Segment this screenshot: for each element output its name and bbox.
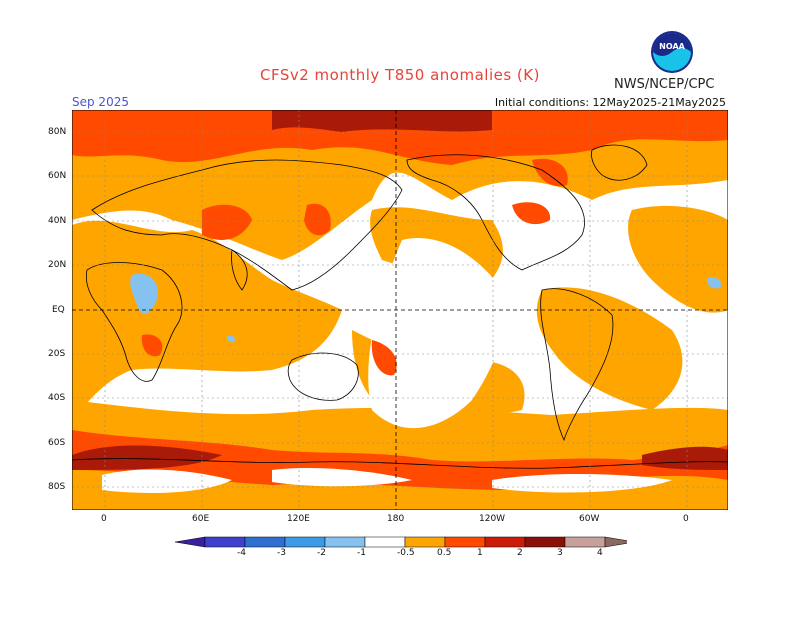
- lat-tick: 80S: [48, 482, 66, 492]
- lon-tick: 60W: [579, 514, 600, 524]
- colorbar-label: -2: [317, 548, 326, 558]
- lat-tick: EQ: [52, 305, 65, 315]
- colorbar-cell: [204, 536, 246, 548]
- colorbar-cell: [484, 536, 526, 548]
- colorbar-cell: [564, 536, 606, 548]
- colorbar-cell: [324, 536, 366, 548]
- chart-title: CFSv2 monthly T850 anomalies (K): [260, 66, 540, 84]
- colorbar-arrow-low: [175, 536, 206, 548]
- anomaly-fields: [72, 110, 728, 510]
- colorbar-cell: [444, 536, 486, 548]
- colorbar-cell: [524, 536, 566, 548]
- forecast-month: Sep 2025: [72, 95, 129, 109]
- anomaly-map: [72, 110, 728, 510]
- lon-tick: 0: [101, 514, 107, 524]
- lon-tick: 120E: [287, 514, 310, 524]
- colorbar-label: -1: [357, 548, 366, 558]
- lat-tick: 60N: [48, 171, 67, 181]
- logo-text: NOAA: [659, 42, 685, 51]
- lon-tick: 0: [683, 514, 689, 524]
- lat-tick: 40N: [48, 216, 67, 226]
- colorbar-cell: [404, 536, 446, 548]
- colorbar-cell: [244, 536, 286, 548]
- colorbar-label: -4: [237, 548, 246, 558]
- lat-tick: 60S: [48, 438, 66, 448]
- colorbar-label: 1: [477, 548, 483, 558]
- agency-label: NWS/NCEP/CPC: [614, 77, 715, 92]
- lon-tick: 180: [387, 514, 405, 524]
- colorbar-cell: [364, 536, 406, 548]
- colorbar-label: -0.5: [397, 548, 415, 558]
- lat-tick: 20N: [48, 260, 67, 270]
- colorbar: [175, 536, 627, 548]
- colorbar-label: 3: [557, 548, 563, 558]
- lon-tick: 60E: [192, 514, 210, 524]
- lat-tick: 80N: [48, 127, 67, 137]
- initial-conditions: Initial conditions: 12May2025-21May2025: [494, 96, 726, 109]
- colorbar-label: 0.5: [437, 548, 452, 558]
- colorbar-label: 2: [517, 548, 523, 558]
- lat-tick: 40S: [48, 393, 66, 403]
- colorbar-cell: [284, 536, 326, 548]
- noaa-logo: NOAA: [650, 30, 694, 74]
- colorbar-arrow-high: [604, 536, 627, 548]
- reference-lines: [72, 110, 728, 510]
- colorbar-label: 4: [597, 548, 603, 558]
- colorbar-label: -3: [277, 548, 286, 558]
- lon-tick: 120W: [479, 514, 506, 524]
- lat-tick: 20S: [48, 349, 66, 359]
